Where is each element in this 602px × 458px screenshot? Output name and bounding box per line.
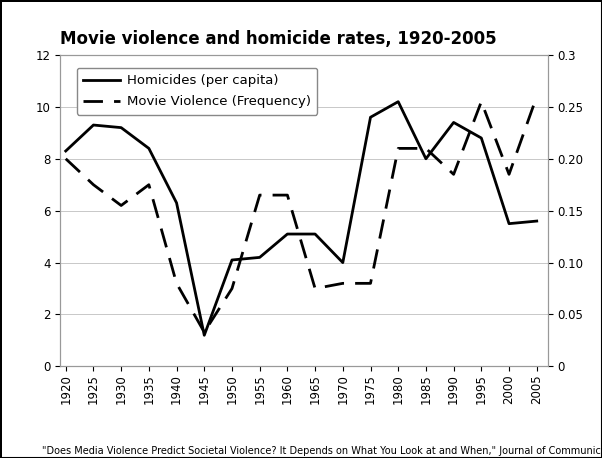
Text: Movie violence and homicide rates, 1920-2005: Movie violence and homicide rates, 1920-… [60,30,497,48]
Text: "Does Media Violence Predict Societal Violence? It Depends on What You Look at a: "Does Media Violence Predict Societal Vi… [42,446,602,456]
Legend: Homicides (per capita), Movie Violence (Frequency): Homicides (per capita), Movie Violence (… [76,68,317,115]
